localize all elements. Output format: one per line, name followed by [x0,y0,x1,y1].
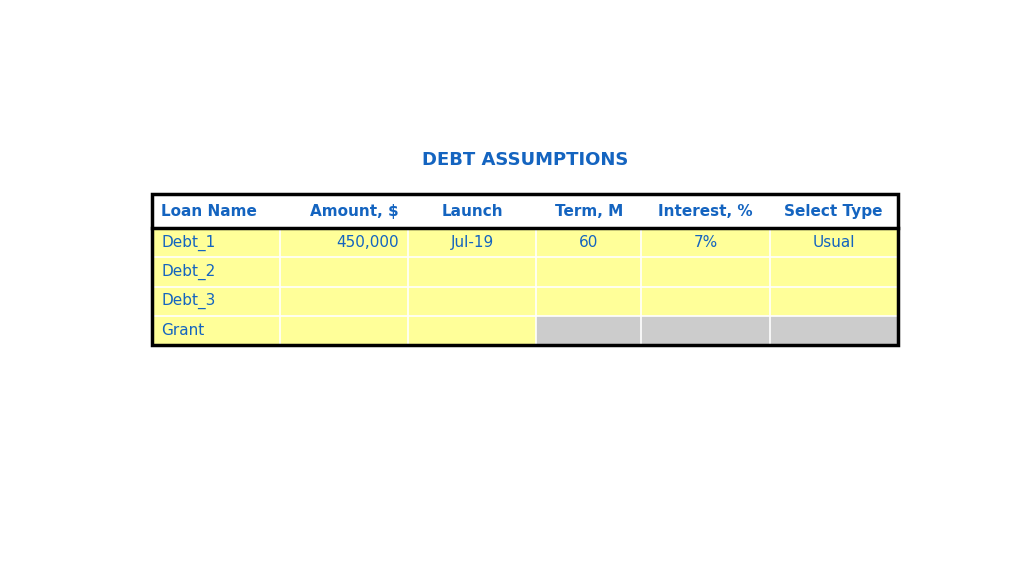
Text: Interest, %: Interest, % [658,204,753,219]
Bar [770,287,898,316]
Text: DEBT ASSUMPTIONS: DEBT ASSUMPTIONS [422,151,628,169]
Bar [280,257,409,287]
Text: Grant: Grant [162,323,205,338]
Bar [152,194,898,228]
Bar [641,316,770,344]
Bar [537,316,641,344]
Text: 7%: 7% [693,235,718,250]
Bar [409,257,537,287]
Bar [537,257,641,287]
Text: Launch: Launch [441,204,503,219]
Bar [641,257,770,287]
Bar [152,228,280,257]
Bar [641,228,770,257]
Bar [770,257,898,287]
Bar [537,228,641,257]
Bar [280,316,409,344]
Text: Select Type: Select Type [784,204,883,219]
Bar [280,287,409,316]
Text: Loan Name: Loan Name [162,204,257,219]
Text: Debt_1: Debt_1 [162,235,216,251]
Bar [409,316,537,344]
Text: Debt_3: Debt_3 [162,293,216,309]
Bar [152,194,898,344]
Bar [152,316,280,344]
Text: 60: 60 [580,235,599,250]
Bar [152,257,280,287]
Bar [152,287,280,316]
Text: Debt_2: Debt_2 [162,264,216,280]
Text: Jul-19: Jul-19 [451,235,494,250]
Bar [537,287,641,316]
Text: 450,000: 450,000 [336,235,398,250]
Bar [280,228,409,257]
Text: Usual: Usual [812,235,855,250]
Text: Term, M: Term, M [555,204,623,219]
Bar [409,228,537,257]
Bar [409,287,537,316]
Bar [770,316,898,344]
Bar [641,287,770,316]
Bar [770,228,898,257]
Text: Amount, $: Amount, $ [310,204,398,219]
